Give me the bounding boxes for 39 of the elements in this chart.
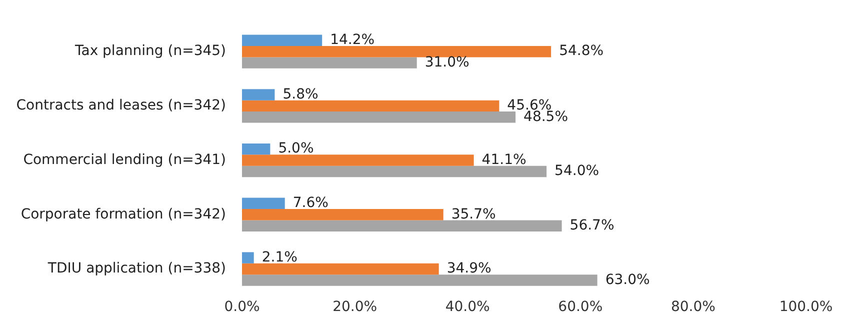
x-tick-label: 20.0%	[332, 299, 378, 316]
x-tick-label: 40.0%	[445, 299, 490, 316]
y-tick-label: Commercial lending (n=341)	[23, 152, 226, 168]
data-label: 35.7%	[451, 206, 496, 222]
data-label: 34.9%	[446, 260, 492, 277]
bar	[242, 100, 500, 112]
y-tick-label: Contracts and leases (n=342)	[16, 98, 226, 114]
data-label: 5.8%	[282, 86, 318, 102]
data-label: 54.0%	[554, 163, 600, 180]
data-label: 56.7%	[570, 218, 614, 234]
bar	[242, 209, 444, 220]
y-tick-label: Tax planning (n=345)	[74, 43, 226, 60]
data-label: 7.6%	[292, 195, 328, 212]
x-tick-label: 80.0%	[670, 299, 716, 316]
bar	[242, 263, 439, 275]
bar	[242, 112, 516, 123]
x-tick-label: 0.0%	[224, 299, 260, 316]
x-tick-label: 60.0%	[558, 299, 603, 316]
bar	[242, 154, 474, 166]
bar	[242, 274, 598, 286]
data-label: 2.1%	[262, 249, 298, 266]
y-tick-label: TDIU application (n=338)	[46, 260, 226, 277]
bar	[242, 57, 417, 68]
bar	[242, 220, 562, 232]
bar	[242, 166, 547, 178]
bar	[242, 198, 285, 210]
data-label: 31.0%	[424, 54, 470, 70]
bar	[242, 252, 254, 264]
bar	[242, 89, 275, 100]
data-label: 63.0%	[605, 272, 650, 288]
data-label: 5.0%	[278, 140, 314, 157]
y-tick-label: Corporate formation (n=342)	[20, 206, 226, 222]
bar	[242, 34, 322, 46]
x-tick-label: 100.0%	[779, 299, 833, 316]
data-label: 14.2%	[330, 32, 375, 48]
data-label: 41.1%	[482, 152, 526, 168]
bar	[242, 46, 552, 58]
bar	[242, 143, 270, 155]
data-label: 54.8%	[559, 43, 604, 60]
